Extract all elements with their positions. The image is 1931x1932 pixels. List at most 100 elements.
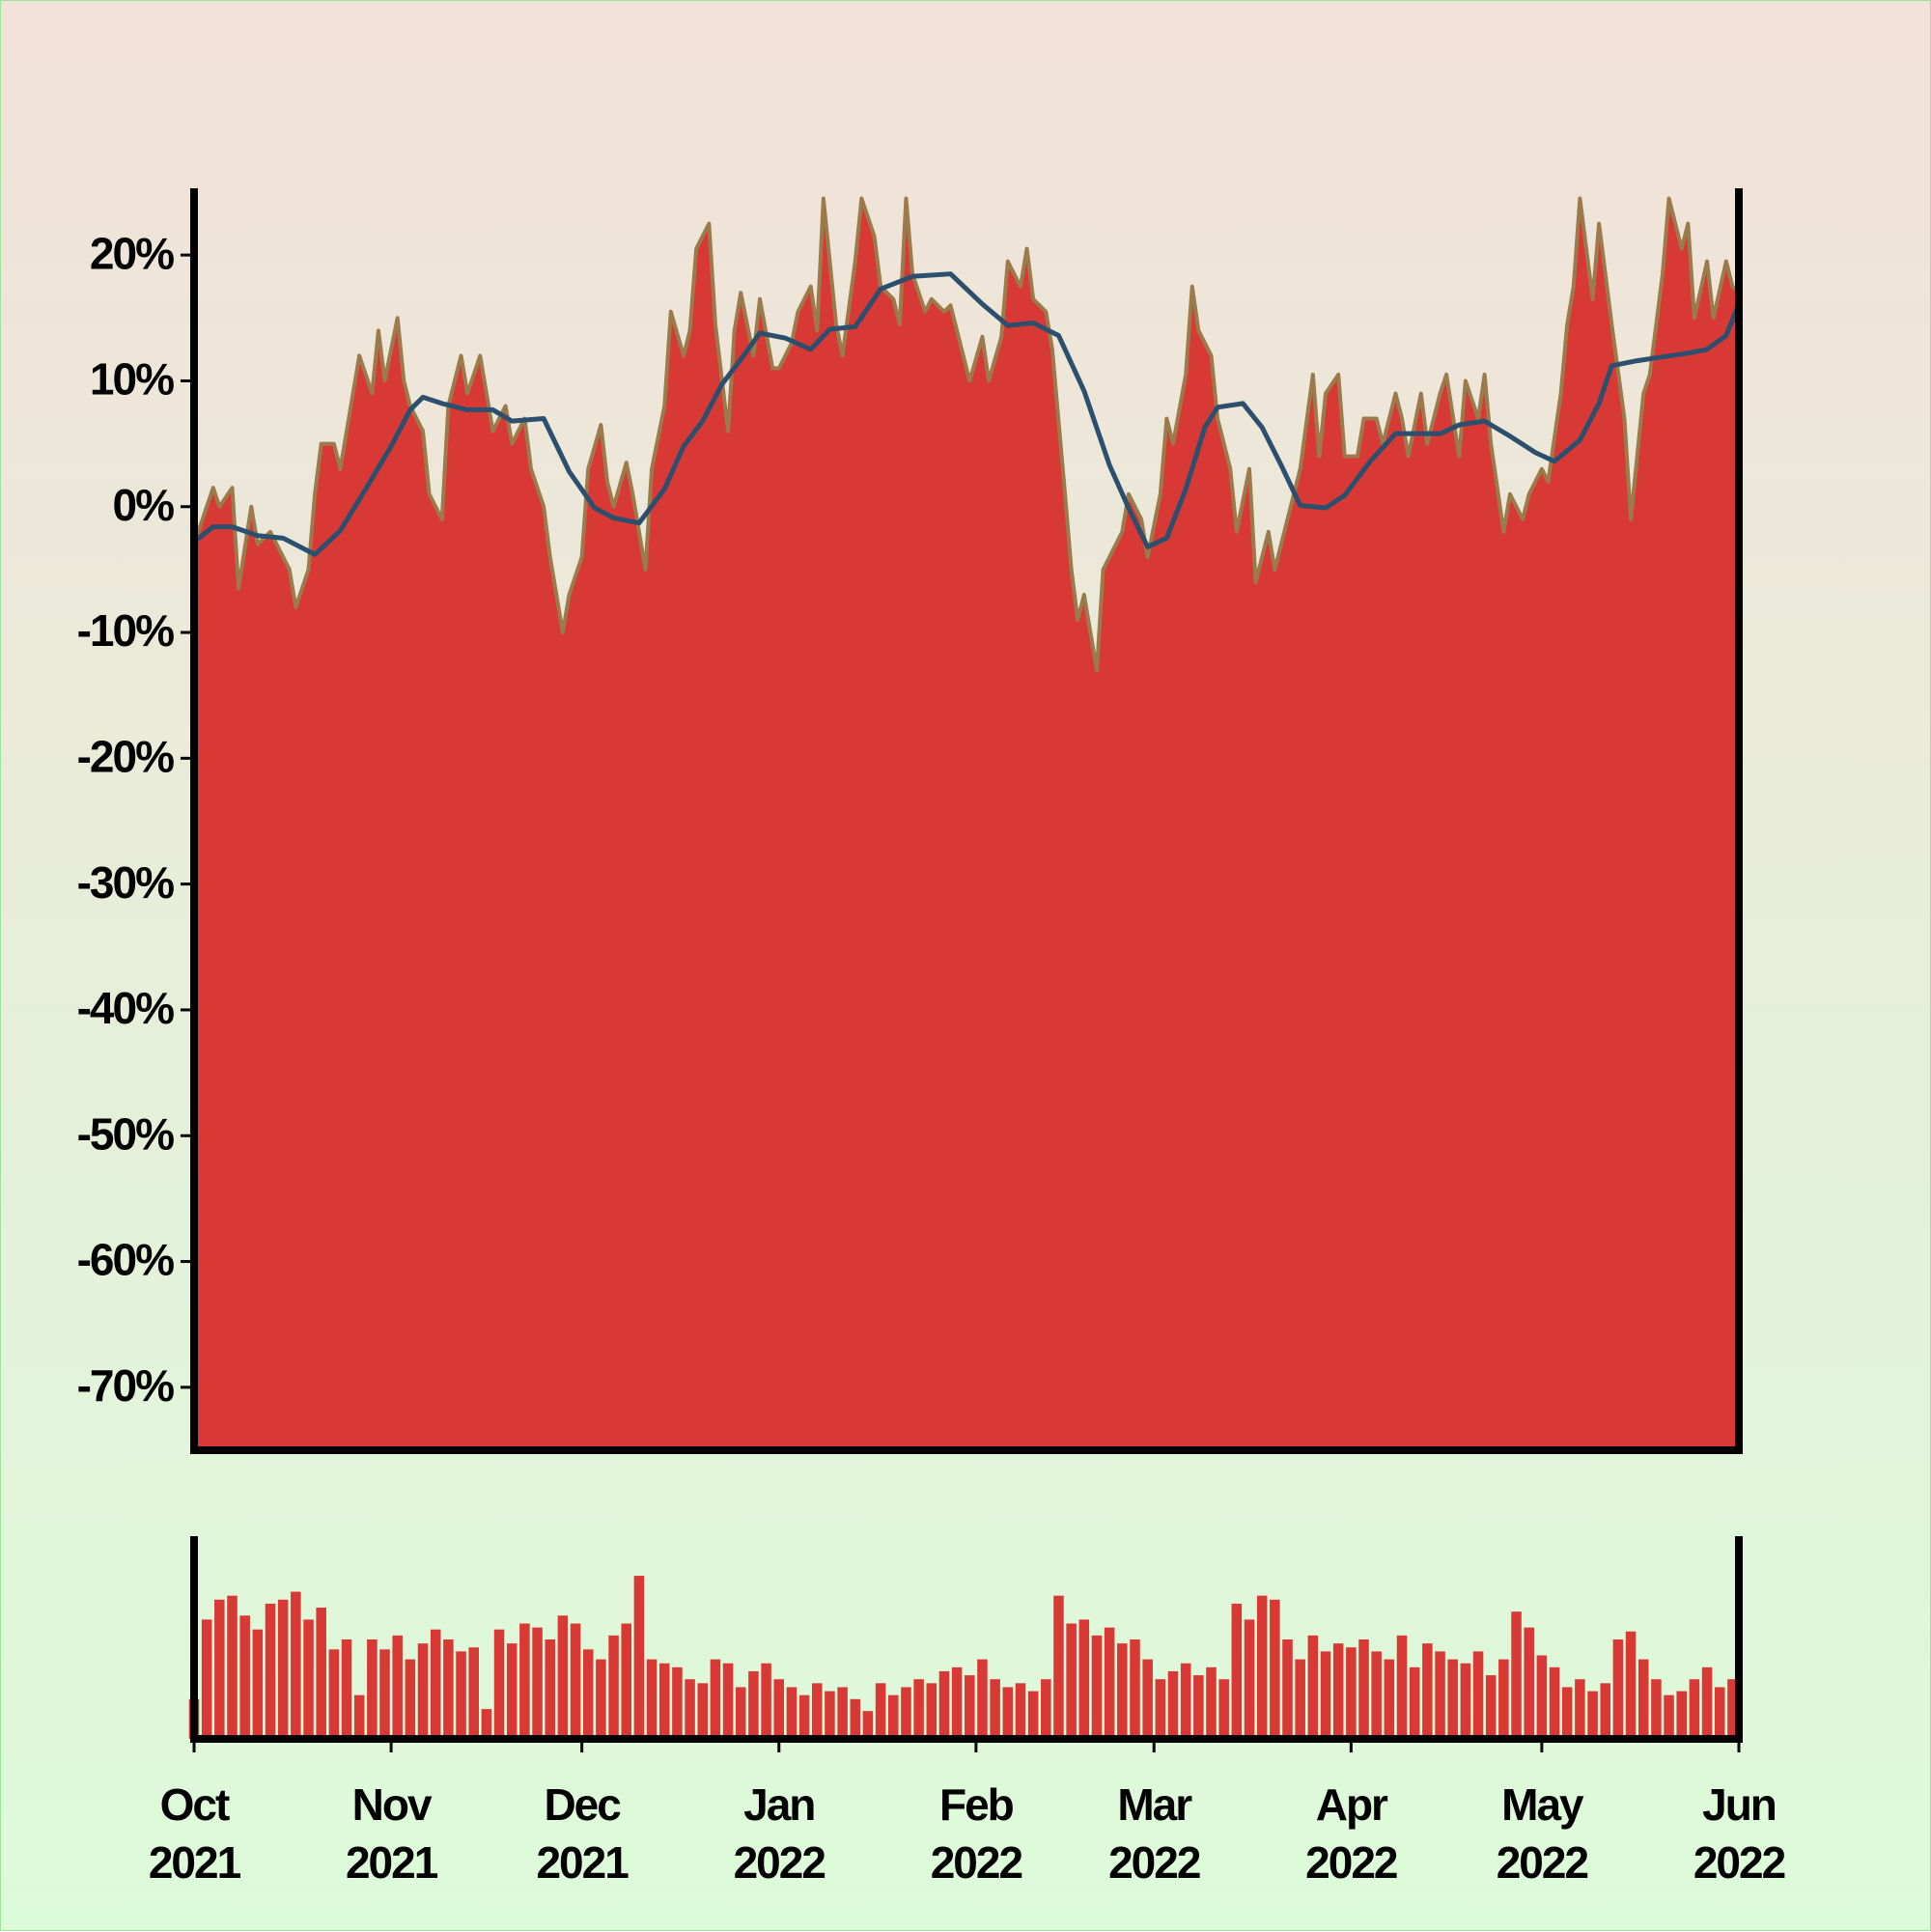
volume-bar: [977, 1659, 988, 1739]
volume-bar: [1282, 1639, 1293, 1739]
volume-bar: [582, 1649, 594, 1739]
y-tick-label: -60%: [77, 1235, 174, 1285]
volume-bar: [710, 1659, 721, 1739]
volume-bar: [367, 1639, 378, 1739]
volume-bar: [1435, 1651, 1445, 1739]
volume-bar: [596, 1659, 606, 1739]
y-tick-label: -10%: [77, 605, 174, 656]
volume-bar: [265, 1603, 276, 1739]
volume-bar: [837, 1687, 848, 1739]
volume-bar: [1625, 1631, 1637, 1739]
volume-bar: [965, 1675, 975, 1739]
volume-bar: [303, 1619, 314, 1739]
volume-bar: [621, 1623, 631, 1739]
volume-bar: [1371, 1651, 1382, 1739]
volume-bar: [201, 1619, 212, 1739]
volume-bar: [1256, 1595, 1268, 1739]
volume-bar: [239, 1615, 250, 1739]
x-tick-label: Apr 2022: [1305, 1779, 1398, 1888]
volume-bar: [1651, 1679, 1662, 1739]
volume-bar: [214, 1599, 225, 1739]
volume-bar: [951, 1666, 963, 1739]
volume-bar: [1575, 1679, 1585, 1739]
volume-bar: [1727, 1679, 1738, 1739]
volume-bar: [1689, 1679, 1700, 1739]
volume-bar: [697, 1683, 709, 1739]
volume-bar: [328, 1649, 340, 1739]
volume-bar: [1091, 1635, 1103, 1739]
volume-bar: [926, 1683, 938, 1739]
volume-bar: [1676, 1691, 1687, 1739]
volume-bar: [545, 1639, 555, 1739]
volume-bar: [748, 1670, 759, 1739]
volume-bar: [291, 1591, 301, 1739]
volume-bar: [913, 1679, 924, 1739]
volume-bar: [1180, 1663, 1191, 1739]
volume-bar: [1193, 1675, 1204, 1739]
volume-bar: [1270, 1599, 1280, 1739]
volume-bar: [1167, 1670, 1179, 1739]
volume-bar: [1396, 1635, 1408, 1739]
volume-bar: [570, 1623, 581, 1739]
volume-bar: [252, 1629, 264, 1739]
volume-bar: [1117, 1643, 1128, 1739]
volume-bar: [1536, 1655, 1548, 1739]
x-tick-label: Feb 2022: [930, 1779, 1023, 1888]
volume-bar: [1307, 1635, 1319, 1739]
volume-bar: [1332, 1643, 1344, 1739]
y-tick-label: 0%: [113, 480, 175, 530]
volume-bar: [1498, 1659, 1509, 1739]
volume-bar: [1701, 1666, 1713, 1739]
volume-bar: [1231, 1603, 1243, 1739]
volume-bar: [1244, 1619, 1255, 1739]
x-tick-label: Jan 2022: [733, 1779, 826, 1888]
volume-bar: [1664, 1694, 1674, 1739]
volume-bar: [1485, 1675, 1497, 1739]
volume-bar: [1346, 1647, 1357, 1739]
volume-bar: [825, 1691, 835, 1739]
volume-bar: [1422, 1643, 1433, 1739]
volume-bar: [392, 1635, 403, 1739]
volume-bar: [481, 1709, 492, 1739]
volume-bar: [316, 1608, 326, 1739]
volume-bar: [1460, 1663, 1471, 1739]
volume-bar: [456, 1651, 466, 1739]
volume-bar: [430, 1629, 441, 1739]
y-tick-label: 10%: [90, 354, 174, 405]
volume-bar: [1612, 1639, 1624, 1739]
volume-bar: [532, 1627, 543, 1739]
volume-bar: [353, 1694, 365, 1739]
volume-bar: [1637, 1659, 1649, 1739]
volume-bar: [633, 1576, 645, 1739]
moving-average-line: [191, 271, 1742, 557]
y-tick-label: -20%: [77, 732, 174, 782]
volume-bar: [1409, 1666, 1420, 1739]
x-tick-label: Oct 2021: [148, 1779, 241, 1888]
volume-bar: [773, 1679, 785, 1739]
volume-bar: [1600, 1683, 1610, 1739]
x-tick-label: Mar 2022: [1108, 1779, 1201, 1888]
volume-bar: [1002, 1687, 1014, 1739]
x-tick-label: Jun 2022: [1693, 1779, 1786, 1888]
volume-bar: [379, 1649, 390, 1739]
volume-bar: [506, 1643, 518, 1739]
volume-bar: [1358, 1639, 1369, 1739]
volume-bar: [786, 1687, 798, 1739]
y-tick-label: -70%: [77, 1360, 174, 1411]
volume-bar: [417, 1643, 429, 1739]
volume-bar: [1384, 1659, 1395, 1739]
volume-bar: [608, 1635, 619, 1739]
y-tick-label: 20%: [90, 228, 174, 278]
volume-bar: [1027, 1691, 1039, 1739]
area-fill: [194, 198, 1739, 1450]
volume-bar: [685, 1679, 695, 1739]
volume-bar: [1587, 1691, 1598, 1739]
volume-bar: [798, 1694, 810, 1739]
volume-bar: [1561, 1687, 1573, 1739]
volume-bar: [812, 1683, 823, 1739]
volume-bar: [1714, 1687, 1725, 1739]
volume-bar: [901, 1687, 911, 1739]
volume-bar: [1206, 1666, 1217, 1739]
volume-bar: [443, 1639, 454, 1739]
